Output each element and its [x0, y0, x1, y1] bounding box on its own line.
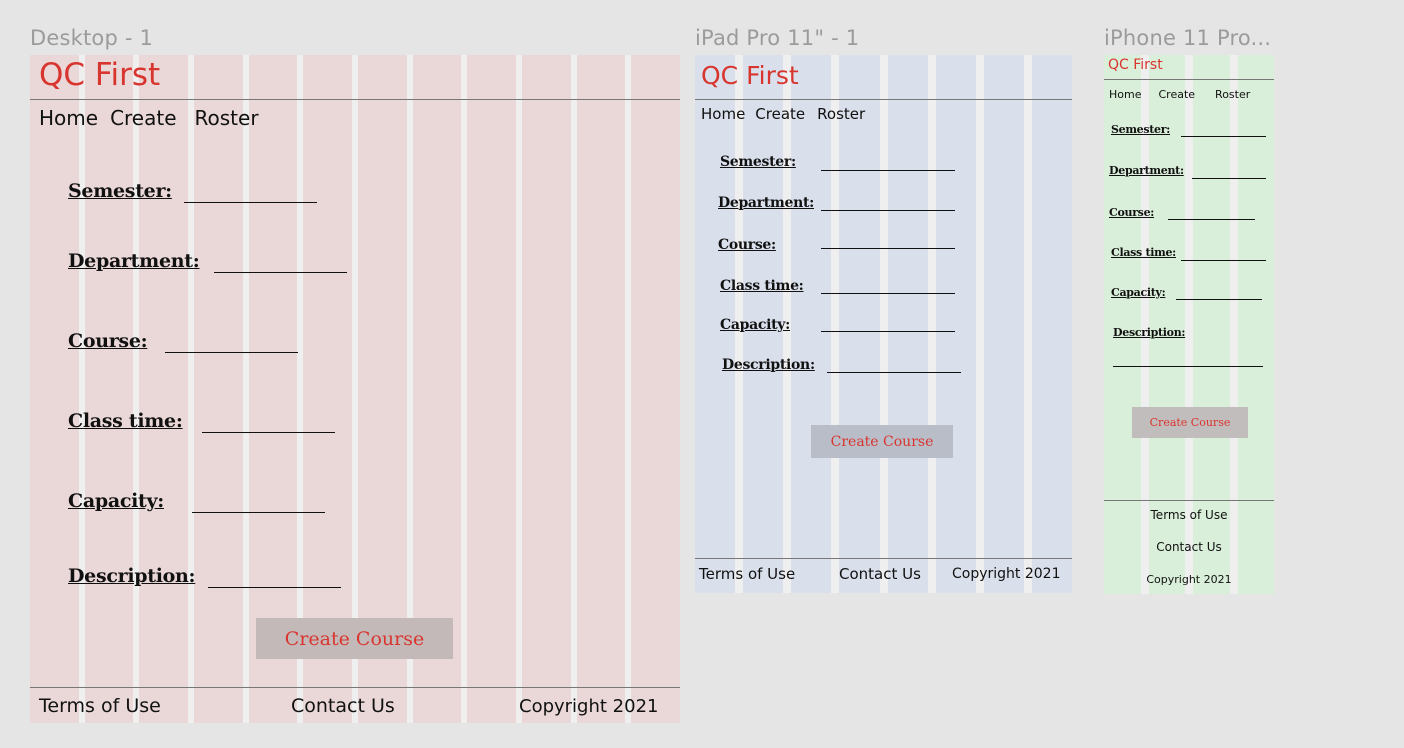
footer-terms-link[interactable]: Terms of Use [1150, 508, 1228, 522]
capacity-label: Capacity: [1111, 286, 1166, 299]
header-divider [30, 99, 680, 100]
footer-copyright: Copyright 2021 [1146, 573, 1232, 586]
semester-field[interactable] [821, 170, 955, 171]
department-label: Department: [718, 195, 814, 211]
layout-grid [695, 55, 1072, 593]
department-field[interactable] [821, 210, 955, 211]
logo[interactable]: QC First [1108, 57, 1163, 73]
nav-home[interactable]: Home [1109, 88, 1142, 101]
nav-bar: Home Create Roster [1109, 88, 1250, 101]
desktop-frame: QC First Home Create Roster Semester: De… [30, 55, 680, 723]
footer-contact-link[interactable]: Contact Us [291, 695, 395, 717]
footer-copyright: Copyright 2021 [952, 566, 1061, 582]
semester-label: Semester: [68, 180, 172, 202]
capacity-label: Capacity: [720, 317, 790, 333]
capacity-field[interactable] [821, 331, 955, 332]
department-field[interactable] [214, 272, 347, 273]
nav-create[interactable]: Create [110, 106, 177, 130]
layout-grid [1104, 55, 1274, 594]
course-field[interactable] [165, 352, 298, 353]
nav-home[interactable]: Home [39, 106, 99, 130]
nav-bar: Home Create Roster [701, 105, 865, 123]
class-time-label: Class time: [68, 410, 183, 432]
class-time-field[interactable] [1181, 260, 1266, 261]
create-course-button[interactable]: Create Course [1132, 407, 1248, 438]
class-time-label: Class time: [1111, 246, 1176, 259]
capacity-field[interactable] [192, 512, 325, 513]
department-field[interactable] [1192, 178, 1266, 179]
description-field[interactable] [208, 587, 341, 588]
semester-field[interactable] [1181, 136, 1266, 137]
nav-bar: Home Create Roster [39, 106, 259, 130]
course-field[interactable] [1168, 219, 1255, 220]
footer-contact-link[interactable]: Contact Us [1156, 540, 1222, 554]
logo[interactable]: QC First [39, 57, 161, 93]
create-course-button[interactable]: Create Course [256, 618, 453, 659]
iphone-frame-label[interactable]: iPhone 11 Pro... [1104, 26, 1272, 50]
description-label: Description: [722, 357, 815, 373]
nav-roster[interactable]: Roster [817, 105, 866, 123]
description-field[interactable] [827, 372, 961, 373]
nav-create[interactable]: Create [1158, 88, 1196, 101]
department-label: Department: [1109, 164, 1184, 177]
class-time-label: Class time: [720, 278, 804, 294]
layout-grid [30, 55, 680, 723]
footer-contact-link[interactable]: Contact Us [839, 565, 921, 583]
class-time-field[interactable] [821, 293, 955, 294]
footer-copyright: Copyright 2021 [519, 696, 659, 717]
department-label: Department: [68, 250, 200, 272]
footer-divider [1104, 500, 1274, 501]
class-time-field[interactable] [202, 432, 335, 433]
capacity-field[interactable] [1176, 299, 1262, 300]
create-course-button[interactable]: Create Course [811, 425, 953, 458]
ipad-frame-label[interactable]: iPad Pro 11" - 1 [695, 26, 860, 50]
course-label: Course: [68, 330, 148, 352]
ipad-frame: QC First Home Create Roster Semester: De… [695, 55, 1072, 593]
description-label: Description: [68, 565, 196, 587]
nav-roster[interactable]: Roster [1215, 88, 1251, 101]
course-field[interactable] [821, 248, 955, 249]
nav-create[interactable]: Create [755, 105, 806, 123]
course-label: Course: [718, 237, 776, 253]
course-label: Course: [1109, 206, 1155, 219]
desktop-frame-label[interactable]: Desktop - 1 [30, 26, 154, 50]
semester-label: Semester: [720, 154, 796, 170]
footer-divider [30, 687, 680, 688]
description-field[interactable] [1113, 366, 1263, 367]
header-divider [1104, 79, 1274, 80]
footer-terms-link[interactable]: Terms of Use [39, 695, 161, 717]
nav-roster[interactable]: Roster [194, 106, 259, 130]
footer-divider [695, 558, 1072, 559]
header-divider [695, 99, 1072, 100]
semester-field[interactable] [184, 202, 317, 203]
logo[interactable]: QC First [701, 61, 799, 90]
footer-terms-link[interactable]: Terms of Use [699, 565, 796, 583]
semester-label: Semester: [1111, 123, 1171, 136]
iphone-frame: QC First Home Create Roster Semester: De… [1104, 55, 1274, 594]
description-label: Description: [1113, 326, 1186, 339]
nav-home[interactable]: Home [701, 105, 746, 123]
capacity-label: Capacity: [68, 490, 164, 512]
